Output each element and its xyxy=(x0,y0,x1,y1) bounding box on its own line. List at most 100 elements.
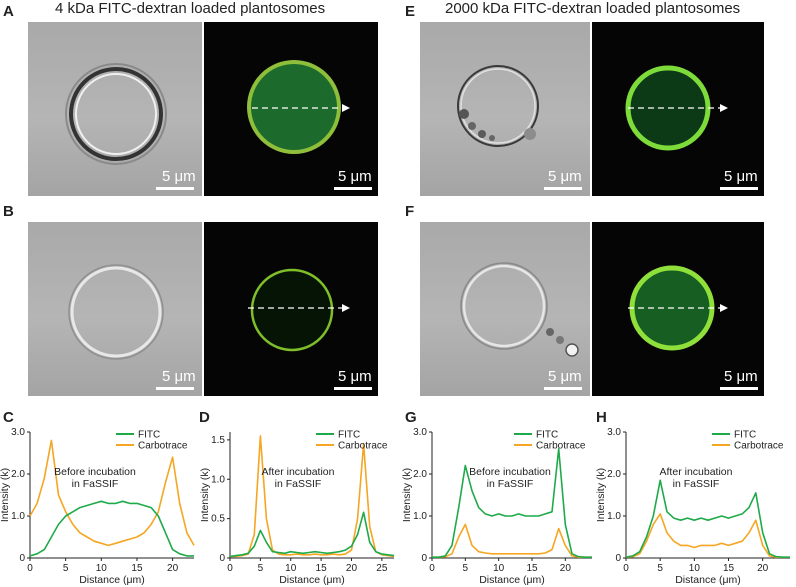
legend-label: Carbotrace xyxy=(138,441,188,452)
series-line-carbotrace xyxy=(432,523,592,558)
fluorescence-image-b: 5 μm xyxy=(204,222,378,396)
scale-bar-label: 5 μm xyxy=(724,368,758,385)
y-tick-label: 2.0 xyxy=(607,469,621,480)
scale-bar xyxy=(334,187,372,190)
x-tick-label: 0 xyxy=(429,563,435,574)
x-tick-label: 15 xyxy=(723,563,735,574)
x-tick-label: 10 xyxy=(493,563,505,574)
x-tick-label: 15 xyxy=(526,563,538,574)
chart-annotation: in FaSSIF xyxy=(673,478,720,490)
panel-letter-f: F xyxy=(405,203,415,220)
x-tick-label: 10 xyxy=(96,563,108,574)
x-tick-label: 10 xyxy=(285,563,297,574)
x-tick-label: 5 xyxy=(258,563,264,574)
legend-label: Carbotrace xyxy=(734,441,784,452)
vesicle-ring-b xyxy=(68,264,164,360)
x-axis-label: Distance (μm) xyxy=(675,574,741,586)
x-tick-label: 10 xyxy=(689,563,701,574)
legend-label: FITC xyxy=(138,430,160,441)
x-tick-label: 20 xyxy=(757,563,769,574)
y-tick-label: 1.5 xyxy=(211,435,225,446)
panel-letter-b: B xyxy=(3,203,14,220)
chart-annotation: in FaSSIF xyxy=(275,478,322,490)
panel-letter-h: H xyxy=(596,409,607,426)
brightfield-image-b: 5 μm xyxy=(28,222,202,396)
y-tick-label: 3.0 xyxy=(11,427,25,438)
y-tick-label: 1.0 xyxy=(607,511,621,522)
y-tick-label: 0 xyxy=(421,553,427,564)
fluorescence-image-f: 5 μm xyxy=(592,222,764,396)
series-line-fitc xyxy=(229,511,395,558)
y-axis-label: Intensity (k) xyxy=(199,468,211,522)
chart-annotation: Before incubation xyxy=(54,466,136,478)
scale-bar xyxy=(334,387,372,390)
scale-bar xyxy=(544,187,582,190)
series-line-carbotrace xyxy=(625,513,790,558)
y-tick-label: 1.0 xyxy=(211,474,225,485)
scale-bar xyxy=(156,387,194,390)
y-tick-label: 3.0 xyxy=(413,427,427,438)
y-axis-label: Intensity (k) xyxy=(596,468,607,522)
chart-annotation: in FaSSIF xyxy=(72,478,119,490)
y-tick-label: 1.0 xyxy=(11,511,25,522)
scale-bar-label: 5 μm xyxy=(724,168,758,185)
scale-bar-label: 5 μm xyxy=(338,368,372,385)
fluorescent-vesicle-a xyxy=(247,60,350,154)
right-section-title: 2000 kDa FITC-dextran loaded plantosomes xyxy=(445,0,741,17)
series-line-carbotrace xyxy=(29,439,195,547)
fluorescent-vesicle-f xyxy=(628,265,728,351)
scale-bar-label: 5 μm xyxy=(548,368,582,385)
series-line-fitc xyxy=(625,479,790,558)
x-axis-label: Distance (μm) xyxy=(79,574,145,586)
x-tick-label: 5 xyxy=(63,563,69,574)
x-tick-label: 20 xyxy=(167,563,179,574)
vesicle-ring-f xyxy=(460,262,579,357)
y-tick-label: 0 xyxy=(219,553,225,564)
x-tick-label: 0 xyxy=(623,563,629,574)
x-tick-label: 0 xyxy=(227,563,233,574)
x-tick-label: 15 xyxy=(131,563,143,574)
series-line-carbotrace xyxy=(230,435,395,558)
intensity-profile-chart-c: 0 5 10 15 20 0 1.0 2.0 3.0 Distance (μm) Intensity… xyxy=(0,427,195,586)
chart-annotation: After incubation xyxy=(262,466,335,478)
intensity-profile-chart-h: 0 5 10 15 20 0 1.0 2.0 3.0 Distance (μm) Intensity… xyxy=(596,427,790,586)
chart-annotation: After incubation xyxy=(660,466,733,478)
scale-bar xyxy=(544,387,582,390)
panel-letter-a: A xyxy=(3,3,14,20)
y-tick-label: 2.0 xyxy=(413,469,427,480)
y-tick-label: 0.5 xyxy=(211,514,225,525)
legend-label: FITC xyxy=(734,430,756,441)
scale-bar-label: 5 μm xyxy=(338,168,372,185)
x-axis-label: Distance (μm) xyxy=(279,574,345,586)
legend-label: FITC xyxy=(536,430,558,441)
y-axis-label: Intensity (k) xyxy=(0,468,11,522)
x-tick-label: 15 xyxy=(316,563,328,574)
y-tick-label: 0 xyxy=(19,553,25,564)
x-tick-label: 5 xyxy=(463,563,469,574)
legend-label: Carbotrace xyxy=(338,441,388,452)
scale-bar-label: 5 μm xyxy=(162,168,196,185)
x-tick-label: 25 xyxy=(376,563,388,574)
x-tick-label: 20 xyxy=(346,563,358,574)
y-axis-label: Intensity (k) xyxy=(401,468,413,522)
vesicle-ring-e xyxy=(457,65,539,147)
x-tick-label: 5 xyxy=(657,563,663,574)
fluorescence-image-e: 5 μm xyxy=(592,22,764,196)
brightfield-image-e: 5 μm xyxy=(420,22,590,196)
y-tick-label: 0 xyxy=(615,553,621,564)
series-line-fitc xyxy=(29,500,194,557)
scale-bar-label: 5 μm xyxy=(162,368,196,385)
panel-letter-e: E xyxy=(405,3,416,20)
fluorescence-image-a: 5 μm xyxy=(204,22,378,196)
x-tick-label: 20 xyxy=(560,563,572,574)
panel-letter-d: D xyxy=(199,409,210,426)
vesicle-ring-a xyxy=(65,63,167,165)
chart-annotation: in FaSSIF xyxy=(487,478,534,490)
intensity-profile-chart-d: 0 5 10 15 20 25 0 0.5 1.0 1.5 Distance (μm) Intensi… xyxy=(199,430,395,586)
left-section-title: 4 kDa FITC-dextran loaded plantosomes xyxy=(55,0,326,17)
y-tick-label: 2.0 xyxy=(11,469,25,480)
brightfield-image-f: 5 μm xyxy=(420,222,590,396)
brightfield-image-a: 5 μm xyxy=(28,22,202,196)
fluorescent-vesicle-b xyxy=(248,268,350,352)
fluorescent-vesicle-e xyxy=(625,65,728,151)
